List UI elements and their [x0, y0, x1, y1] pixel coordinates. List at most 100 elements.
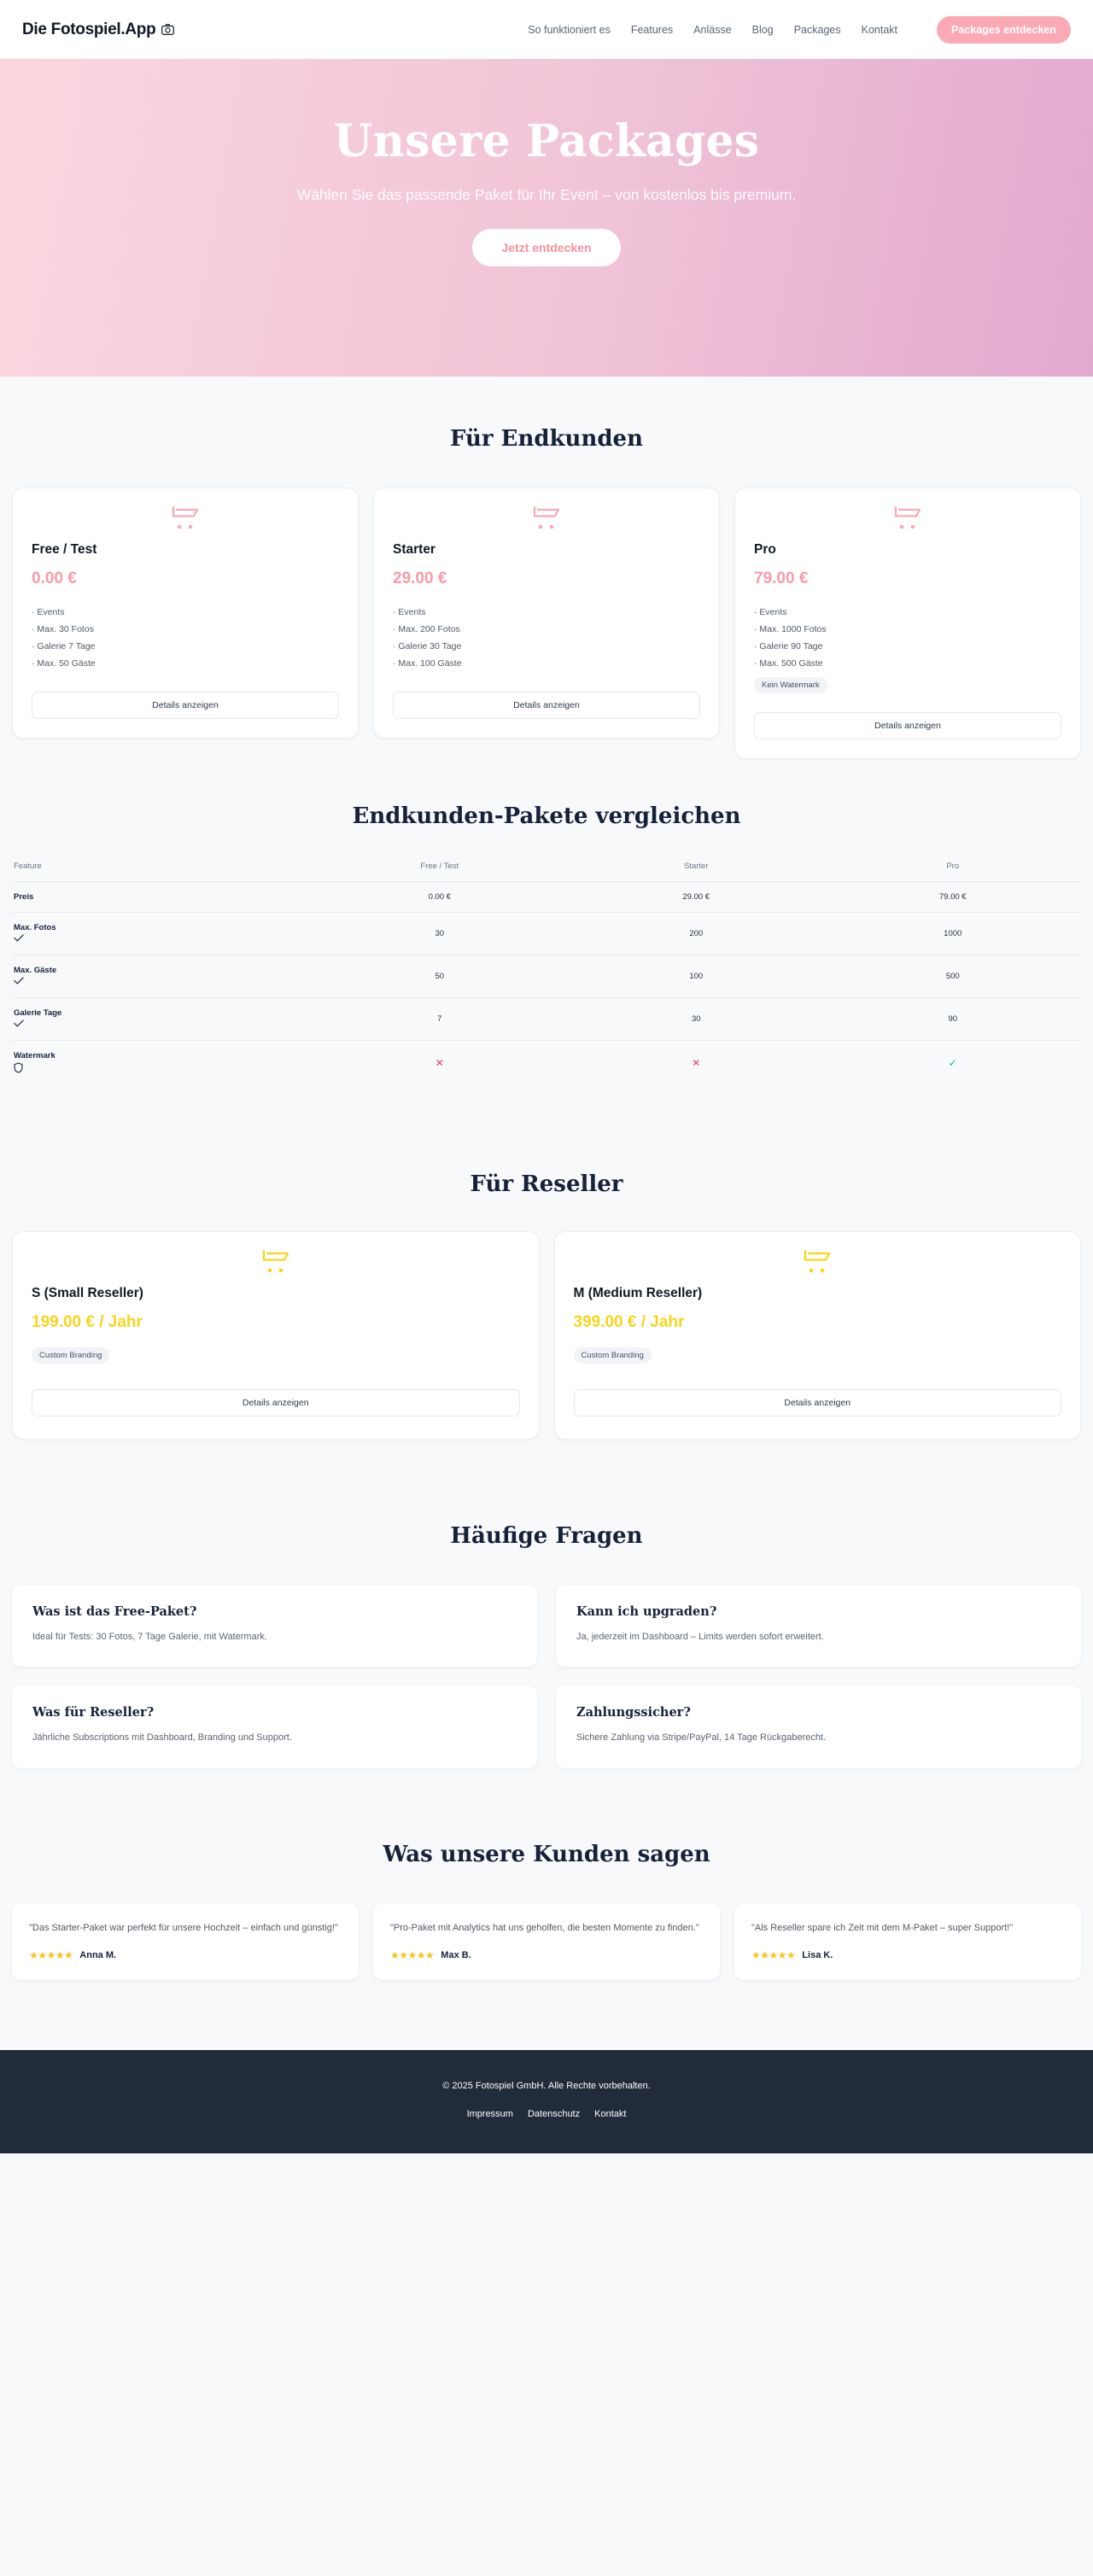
cell-value: 29.00 € [568, 881, 825, 913]
plan-features: · Events · Max. 200 Fotos · Galerie 30 T… [393, 604, 700, 673]
endkunden-cards: Free / Test 0.00 € · Events · Max. 30 Fo… [0, 488, 1093, 759]
hero-title: Unsere Packages [333, 115, 760, 167]
reseller-card[interactable]: S (Small Reseller) 199.00 € / Jahr Custo… [12, 1230, 540, 1440]
testimonials-title: Was unsere Kunden sagen [383, 1841, 710, 1867]
comparison-table-wrap: Feature Free / Test Starter Pro Preis 0.… [0, 854, 1093, 1086]
faq-question: Zahlungssicher? [576, 1705, 691, 1720]
check-icon [14, 977, 312, 987]
comparison-section: Endkunden-Pakete vergleichen [0, 759, 1093, 829]
cell-value: 50 [311, 955, 569, 998]
plan-name: S (Small Reseller) [32, 1285, 143, 1300]
footer-link-kontakt[interactable]: Kontakt [594, 2108, 627, 2119]
nav-links: So funktioniert es Features Anlässe Blog… [528, 15, 1071, 44]
brand-name: Die Fotospiel.App [22, 20, 156, 38]
shield-icon [14, 1062, 312, 1076]
row-label-max-gaeste: Max. Gäste [12, 955, 312, 998]
testimonials-section: Was unsere Kunden sagen [0, 1768, 1093, 1867]
check-icon [14, 934, 312, 944]
jetzt-entdecken-button[interactable]: Jetzt entdecken [472, 229, 621, 267]
plan-price: 0.00 € [32, 570, 77, 587]
table-row: Max. Gäste 50 100 500 [12, 955, 1081, 998]
brand-logo[interactable]: Die Fotospiel.App [22, 20, 175, 39]
testimonial-card: "Das Starter-Paket war perfekt für unser… [12, 1902, 359, 1980]
table-row: Max. Fotos 30 200 1000 [12, 912, 1081, 955]
plan-features: · Events · Max. 1000 Fotos · Galerie 90 … [754, 604, 1061, 673]
testimonial-quote: "Als Reseller spare ich Zeit mit dem M-P… [751, 1922, 1014, 1933]
pricing-card[interactable]: Starter 29.00 € · Events · Max. 200 Foto… [373, 488, 720, 739]
row-label-text: Preis [14, 891, 34, 902]
plan-name: Free / Test [32, 542, 97, 557]
nav-link-features[interactable]: Features [630, 23, 674, 36]
plan-price: 79.00 € [754, 570, 809, 587]
footer-link-datenschutz[interactable]: Datenschutz [527, 2108, 581, 2119]
cell-value: 7 [311, 997, 569, 1041]
nav-link-anlaesse[interactable]: Anlässe [693, 23, 732, 36]
plan-price: 199.00 € / Jahr [32, 1312, 143, 1331]
faq-card[interactable]: Zahlungssicher? Sichere Zahlung via Stri… [556, 1685, 1081, 1768]
faq-question: Was ist das Free-Paket? [32, 1603, 197, 1619]
details-anzeigen-button[interactable]: Details anzeigen [754, 711, 1061, 739]
nav-link-kontakt[interactable]: Kontakt [861, 23, 897, 36]
faq-answer: Ja, jederzeit im Dashboard – Limits werd… [576, 1631, 824, 1642]
testimonials-row: "Das Starter-Paket war perfekt für unser… [0, 1902, 1093, 1980]
cell-value: ✕ [312, 1040, 568, 1086]
pricing-card[interactable]: Pro 79.00 € · Events · Max. 1000 Fotos ·… [734, 488, 1081, 759]
feature-item: · Galerie 7 Tage [32, 641, 96, 652]
plan-name: Pro [754, 542, 776, 557]
faq-answer: Sichere Zahlung via Stripe/PayPal, 14 Ta… [576, 1732, 827, 1744]
nav-link-blog[interactable]: Blog [751, 23, 774, 36]
faq-title: Häufige Fragen [450, 1522, 643, 1549]
plan-badge: Custom Branding [32, 1346, 110, 1364]
column-header-free: Free / Test [311, 854, 569, 882]
plan-price: 399.00 € / Jahr [573, 1312, 685, 1331]
plan-price: 29.00 € [393, 570, 447, 587]
check-icon [14, 1019, 312, 1030]
testimonial-author: Anna M. [79, 1949, 117, 1960]
row-label-max-fotos: Max. Fotos [12, 912, 312, 955]
pricing-card[interactable]: Free / Test 0.00 € · Events · Max. 30 Fo… [12, 488, 359, 739]
row-label-galerie-tage: Galerie Tage [12, 997, 312, 1041]
nav-link-so-funktioniert-es[interactable]: So funktioniert es [528, 23, 611, 36]
details-anzeigen-button[interactable]: Details anzeigen [393, 691, 700, 719]
details-anzeigen-button[interactable]: Details anzeigen [573, 1388, 1061, 1417]
faq-card[interactable]: Kann ich upgraden? Ja, jederzeit im Dash… [556, 1584, 1081, 1668]
testimonial-quote: "Pro-Paket mit Analytics hat uns geholfe… [390, 1922, 699, 1933]
cell-value: ✓ [824, 1040, 1081, 1086]
faq-grid: Was ist das Free-Paket? Ideal für Tests:… [0, 1584, 1093, 1768]
testimonial-footer: ★★★★★ Anna M. [29, 1949, 342, 1961]
faq-answer: Jährliche Subscriptions mit Dashboard, B… [32, 1732, 292, 1744]
faq-answer: Ideal für Tests: 30 Fotos, 7 Tage Galeri… [32, 1631, 267, 1642]
top-navbar: Die Fotospiel.App So funktioniert es Fea… [0, 0, 1093, 59]
cell-value: 79.00 € [824, 881, 1081, 913]
testimonial-card: "Pro-Paket mit Analytics hat uns geholfe… [373, 1902, 720, 1980]
row-label-preis: Preis [12, 881, 312, 913]
page-root: Die Fotospiel.App So funktioniert es Fea… [0, 0, 1093, 2153]
footer-link-impressum[interactable]: Impressum [466, 2108, 513, 2119]
testimonial-author: Max B. [441, 1949, 471, 1960]
packages-entdecken-button[interactable]: Packages entdecken [937, 15, 1071, 44]
faq-question: Kann ich upgraden? [576, 1603, 717, 1619]
reseller-section: Für Reseller [0, 1086, 1093, 1197]
star-rating-icon: ★★★★★ [390, 1948, 435, 1961]
column-header-pro: Pro [824, 854, 1081, 882]
faq-card[interactable]: Was ist das Free-Paket? Ideal für Tests:… [12, 1584, 537, 1668]
table-row: Preis 0.00 € 29.00 € 79.00 € [12, 881, 1081, 913]
shopping-cart-icon [393, 505, 700, 531]
details-anzeigen-button[interactable]: Details anzeigen [32, 1388, 520, 1417]
plan-name: Starter [393, 542, 435, 557]
cell-value: 500 [824, 955, 1081, 998]
cell-value: 100 [568, 955, 825, 998]
feature-item: · Max. 100 Gäste [393, 658, 462, 669]
feature-item: · Max. 50 Gäste [32, 658, 96, 669]
table-header-row: Feature Free / Test Starter Pro [12, 854, 1081, 882]
plan-name: M (Medium Reseller) [573, 1285, 703, 1300]
nav-link-packages[interactable]: Packages [793, 23, 841, 36]
faq-card[interactable]: Was für Reseller? Jährliche Subscription… [12, 1685, 537, 1768]
cross-icon: ✕ [692, 1057, 701, 1070]
comparison-title: Endkunden-Pakete vergleichen [352, 803, 741, 829]
reseller-title: Für Reseller [470, 1171, 623, 1197]
hero-section: Unsere Packages Wählen Sie das passende … [0, 59, 1093, 377]
details-anzeigen-button[interactable]: Details anzeigen [32, 691, 339, 719]
feature-item: · Max. 30 Fotos [32, 624, 94, 635]
reseller-card[interactable]: M (Medium Reseller) 399.00 € / Jahr Cust… [553, 1230, 1081, 1440]
